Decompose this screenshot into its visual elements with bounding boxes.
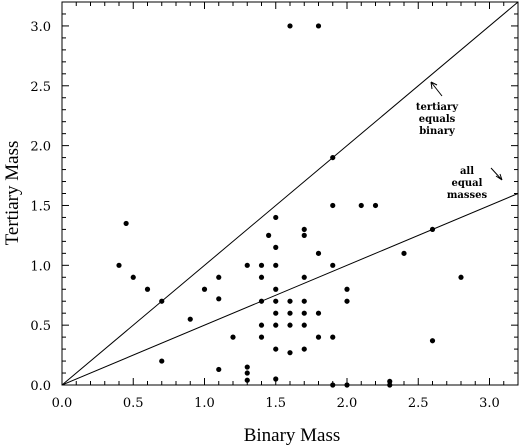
data-point	[344, 286, 350, 292]
y-tick-label: 0.0	[30, 379, 51, 394]
x-tick-label: 2.0	[337, 396, 358, 411]
data-point	[244, 364, 250, 370]
annotation-tertiary-equals-binary: tertiary equals binary	[416, 81, 459, 137]
annotation-arrow	[490, 167, 503, 181]
y-tick-label: 3.0	[30, 20, 51, 35]
x-tick-label: 2.5	[408, 396, 429, 411]
data-point	[287, 310, 293, 316]
y-tick-label: 2.5	[30, 80, 51, 95]
x-tick-label: 1.0	[194, 396, 215, 411]
annotation-all-equal-masses: all equal masses	[447, 166, 503, 201]
data-point	[258, 298, 265, 304]
data-point	[330, 262, 336, 268]
data-point	[429, 226, 436, 233]
data-point	[301, 226, 307, 233]
data-point	[301, 346, 307, 352]
y-tick-label: 2.0	[30, 140, 51, 155]
y-tick-label: 1.5	[30, 199, 51, 214]
data-point	[330, 334, 336, 340]
reference-line	[61, 193, 519, 386]
data-point	[458, 274, 464, 280]
data-point	[344, 298, 350, 304]
data-point	[159, 358, 165, 364]
data-point	[187, 316, 193, 322]
annotation-line3: binary	[419, 126, 456, 137]
x-tick-label: 0.0	[52, 396, 73, 411]
data-point	[273, 298, 279, 304]
data-point	[372, 202, 379, 209]
data-point	[216, 296, 222, 302]
annotation-line3: masses	[447, 190, 488, 201]
data-point	[123, 220, 129, 227]
data-point	[273, 244, 279, 250]
data-point	[244, 377, 250, 383]
data-point	[287, 350, 293, 356]
data-point	[301, 322, 307, 328]
data-point	[273, 322, 279, 328]
data-point	[273, 310, 279, 316]
data-point	[216, 366, 222, 373]
data-point	[201, 286, 208, 292]
data-point	[273, 262, 279, 268]
data-point	[273, 346, 279, 352]
annotation-line1: tertiary	[416, 102, 459, 113]
data-point	[330, 154, 336, 161]
x-tick-label: 0.5	[123, 396, 144, 411]
data-point	[287, 322, 293, 328]
annotation-line2: equal	[452, 178, 483, 189]
annotation-arrow	[430, 81, 443, 97]
data-point	[130, 274, 136, 280]
reference-line	[61, 1, 519, 386]
x-axis-title: Binary Mass	[244, 425, 341, 446]
data-point	[258, 334, 265, 340]
data-point	[330, 202, 336, 209]
x-tick-label: 3.0	[479, 396, 500, 411]
x-tick-label: 1.5	[265, 396, 286, 411]
y-tick-label: 0.5	[30, 319, 51, 334]
data-point	[258, 274, 265, 280]
annotation-line1: all	[460, 166, 474, 177]
data-point	[401, 250, 407, 256]
data-point	[116, 262, 122, 268]
data-point	[266, 232, 272, 238]
data-point	[301, 310, 307, 316]
data-point	[244, 370, 250, 376]
data-point	[287, 23, 293, 29]
data-point	[216, 274, 222, 280]
data-point	[258, 322, 265, 328]
reference-lines	[61, 1, 519, 386]
data-point	[273, 286, 279, 292]
data-point	[258, 262, 265, 268]
data-point	[273, 214, 279, 221]
data-point	[159, 298, 165, 304]
x-tick-labels: 0.0 0.5 1.0 1.5 2.0 2.5 3.0	[52, 396, 500, 411]
data-point	[301, 232, 307, 238]
data-point	[244, 262, 250, 268]
data-point	[315, 334, 322, 340]
data-point	[315, 23, 322, 29]
data-point	[429, 338, 436, 344]
axis-ticks	[61, 1, 519, 386]
data-point	[301, 274, 307, 280]
data-point	[315, 250, 322, 256]
y-tick-labels: 0.0 0.5 1.0 1.5 2.0 2.5 3.0	[30, 20, 51, 394]
y-tick-label: 1.0	[30, 259, 51, 274]
data-point	[358, 202, 364, 209]
data-point	[144, 286, 151, 292]
data-point	[230, 334, 236, 340]
data-point	[301, 298, 307, 304]
data-point	[287, 298, 293, 304]
y-axis-title: Tertiary Mass	[2, 141, 23, 246]
data-points	[116, 23, 464, 388]
data-point	[315, 310, 322, 316]
annotation-line2: equals	[419, 114, 456, 125]
